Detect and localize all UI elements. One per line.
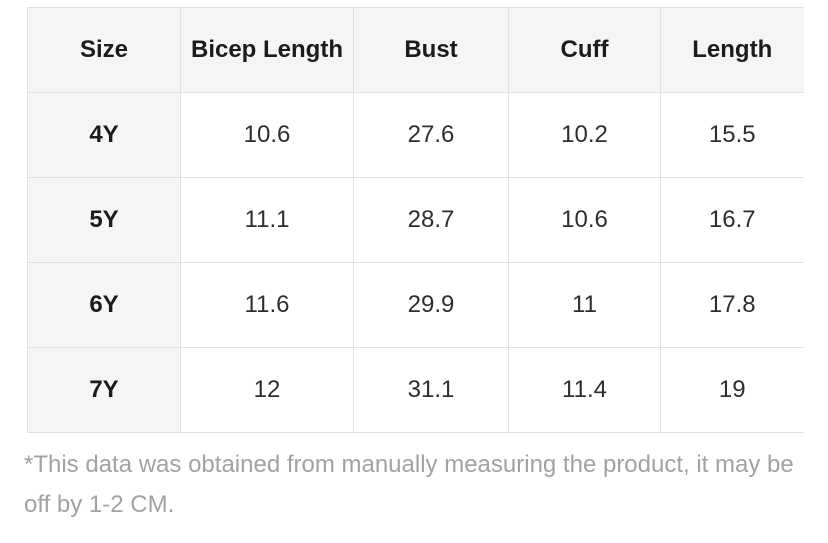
value-cell-cuff: 10.6 bbox=[508, 177, 661, 263]
value-cell-bust: 28.7 bbox=[353, 177, 509, 263]
table-row-6y: 6Y 11.6 29.9 11 17.8 bbox=[27, 262, 804, 348]
size-cell: 4Y bbox=[27, 92, 181, 178]
size-cell: 7Y bbox=[27, 347, 181, 433]
header-cell-size: Size bbox=[27, 7, 181, 93]
value-cell-length: 16.7 bbox=[660, 177, 804, 263]
value-cell-length: 19 bbox=[660, 347, 804, 433]
table-header-row: Size Bicep Length Bust Cuff Length bbox=[27, 7, 804, 93]
value-cell-length: 17.8 bbox=[660, 262, 804, 348]
header-cell-bust: Bust bbox=[353, 7, 509, 93]
measurement-disclaimer: *This data was obtained from manually me… bbox=[24, 451, 794, 518]
value-cell-bust: 31.1 bbox=[353, 347, 509, 433]
size-cell: 6Y bbox=[27, 262, 181, 348]
table-row-4y: 4Y 10.6 27.6 10.2 15.5 bbox=[27, 92, 804, 178]
size-chart-table: Size Bicep Length Bust Cuff Length 4Y 10… bbox=[27, 7, 804, 433]
value-cell-bicep: 12 bbox=[180, 347, 354, 433]
value-cell-bicep: 11.6 bbox=[180, 262, 354, 348]
value-cell-bust: 27.6 bbox=[353, 92, 509, 178]
value-cell-length: 15.5 bbox=[660, 92, 804, 178]
header-cell-bicep-length: Bicep Length bbox=[180, 7, 354, 93]
value-cell-cuff: 11.4 bbox=[508, 347, 661, 433]
value-cell-bicep: 10.6 bbox=[180, 92, 354, 178]
header-cell-cuff: Cuff bbox=[508, 7, 661, 93]
header-cell-length: Length bbox=[660, 7, 804, 93]
size-cell: 5Y bbox=[27, 177, 181, 263]
value-cell-bicep: 11.1 bbox=[180, 177, 354, 263]
value-cell-cuff: 11 bbox=[508, 262, 661, 348]
value-cell-cuff: 10.2 bbox=[508, 92, 661, 178]
table-row-7y: 7Y 12 31.1 11.4 19 bbox=[27, 347, 804, 433]
value-cell-bust: 29.9 bbox=[353, 262, 509, 348]
table-row-5y: 5Y 11.1 28.7 10.6 16.7 bbox=[27, 177, 804, 263]
